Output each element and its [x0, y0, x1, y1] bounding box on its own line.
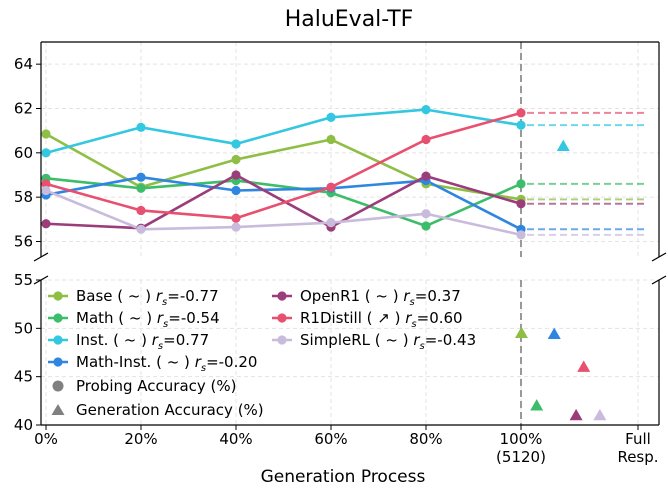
axis-break-mark — [33, 252, 49, 262]
data-point — [41, 185, 51, 196]
x-tick-label: 100% — [500, 430, 543, 448]
series-line-math — [45, 177, 522, 228]
legend-entry-math-inst-: Math-Inst. ( ~ ) rs=-0.20 — [76, 353, 257, 374]
data-point — [516, 230, 526, 240]
legend-marker-simplerl — [277, 335, 287, 345]
generation-marker — [514, 326, 528, 339]
data-point — [326, 218, 336, 228]
y-tick-label: 45 — [14, 368, 33, 386]
generation-marker — [593, 408, 607, 421]
legend-generation-marker — [51, 404, 65, 415]
chart-title: HaluEval-TF — [285, 7, 414, 32]
y-tick-label: 55 — [14, 271, 33, 289]
data-point — [326, 112, 336, 122]
data-point — [516, 199, 526, 209]
data-point — [421, 171, 431, 181]
legend-marker-r1distill — [277, 313, 287, 323]
y-tick-label: 50 — [14, 319, 33, 337]
axis-break-mark — [651, 275, 667, 285]
y-tick-label: 64 — [14, 55, 33, 73]
data-point — [231, 154, 241, 165]
legend-marker-label: Generation Accuracy (%) — [76, 401, 264, 419]
data-point — [136, 122, 146, 132]
data-point — [41, 179, 51, 189]
x-tick-label: 60% — [314, 430, 347, 448]
data-point — [421, 134, 431, 145]
y-tick-label: 60 — [14, 144, 33, 162]
data-point — [231, 139, 241, 149]
series-line-base — [45, 132, 522, 201]
data-point — [421, 209, 431, 219]
x-tick-label: 20% — [124, 430, 157, 448]
series-line-math-inst- — [45, 175, 522, 231]
data-point — [231, 222, 241, 232]
y-tick-label: 58 — [14, 188, 33, 206]
data-point — [516, 120, 526, 130]
y-tick-label: 56 — [14, 232, 33, 250]
data-point — [136, 224, 146, 234]
generation-marker — [530, 399, 544, 411]
series-line-openr1 — [45, 173, 522, 230]
x-axis-label: Generation Process — [261, 467, 426, 487]
generation-marker — [577, 360, 591, 372]
data-point — [136, 183, 146, 193]
data-point — [41, 219, 51, 229]
legend-marker-base — [53, 291, 63, 301]
series-line-r1distill — [45, 111, 522, 220]
generation-marker — [547, 327, 561, 340]
legend-entry-simplerl: SimpleRL ( ~ ) rs=-0.43 — [300, 331, 476, 352]
legend-marker-openr1 — [277, 291, 287, 301]
x-tick-label: (5120) — [496, 448, 546, 466]
data-point — [516, 179, 526, 189]
legend-marker-label: Probing Accuracy (%) — [76, 377, 237, 395]
data-point — [136, 205, 146, 216]
x-tick-label: 40% — [219, 430, 252, 448]
series-line-simplerl — [45, 189, 522, 237]
y-tick-label: 40 — [14, 416, 33, 434]
legend-entry-math: Math ( ~ ) rs=-0.54 — [76, 309, 220, 330]
generation-marker — [556, 139, 570, 152]
data-point — [231, 213, 241, 223]
legend-entry-openr1: OpenR1 ( ~ ) rs=0.37 — [300, 287, 461, 308]
generation-marker — [569, 408, 583, 421]
y-tick-label: 62 — [14, 99, 33, 117]
series-line-inst- — [45, 108, 522, 155]
data-point — [231, 170, 241, 180]
data-point — [41, 148, 51, 158]
legend-marker-math — [53, 313, 63, 323]
legend-marker-inst- — [53, 335, 63, 345]
data-point — [231, 185, 241, 196]
legend-entry-base: Base ( ~ ) rs=-0.77 — [76, 287, 219, 308]
data-point — [326, 134, 336, 145]
x-tick-label: 80% — [409, 430, 442, 448]
data-point — [41, 129, 51, 139]
x-tick-label: Resp. — [617, 448, 658, 466]
x-tick-label: Full — [625, 430, 651, 448]
legend-marker-math-inst- — [53, 357, 63, 367]
data-point — [516, 108, 526, 118]
legend-entry-inst-: Inst. ( ~ ) rs=0.77 — [76, 331, 209, 352]
legend-probing-marker — [52, 380, 64, 392]
x-tick-label: 0% — [34, 430, 58, 448]
data-point — [421, 221, 431, 231]
data-point — [136, 172, 146, 182]
axis-break-mark — [651, 252, 667, 262]
legend-entry-r1distill: R1Distill ( ↗ ) rs=0.60 — [300, 309, 463, 330]
data-point — [421, 105, 431, 115]
data-point — [326, 182, 336, 192]
